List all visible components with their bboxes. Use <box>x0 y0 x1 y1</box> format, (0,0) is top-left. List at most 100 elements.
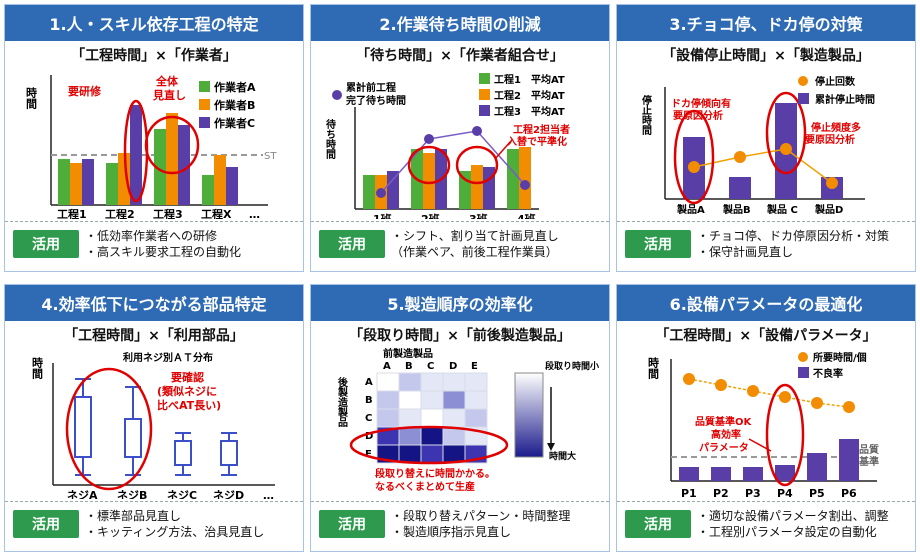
tick-label: 3班 <box>469 212 488 219</box>
panel-title: 2.作業待ち時間の削減 <box>311 5 609 41</box>
annotation: 要確認 <box>171 370 204 384</box>
panel-3: 3.チョコ停、ドカ停の対策 「設備停止時間」×「製造製品」 停止時間 停止回数 … <box>616 4 916 272</box>
annotation: 要原因分析 <box>805 133 855 146</box>
bar <box>166 113 178 205</box>
panel-title: 4.効率低下につながる部品特定 <box>5 285 303 321</box>
col-label: D <box>449 361 457 372</box>
legend-label: 累計停止時間 <box>815 93 875 106</box>
usage-item: ・キッティング方法、治具見直し <box>85 525 265 539</box>
annotation: (類似ネジに <box>157 384 217 398</box>
tick-label: P5 <box>809 487 825 499</box>
heatmap-cell <box>464 372 488 392</box>
annotation: 比べAT長い) <box>157 398 221 412</box>
legend-label: 停止回数 <box>815 75 856 88</box>
usage-section: 活用 ・シフト、割り当て計画見直し （作業ペア、前後工程作業員） <box>311 221 609 274</box>
annotation: 見直し <box>152 88 186 102</box>
row-label: A <box>365 377 373 388</box>
chart-1: 時間 ST 要研修 全体 見直し 作業者A 作業者B 作業者C 工程1 工程2 … <box>25 74 278 219</box>
tick-label: … <box>249 208 260 219</box>
tick-label: 製品B <box>722 203 751 216</box>
heatmap-cell <box>376 408 400 428</box>
tick-label: 2班 <box>421 212 440 219</box>
row-label: E <box>365 449 372 460</box>
heatmap-cell <box>398 444 422 464</box>
legend-label: 作業者A <box>214 80 256 94</box>
heatmap-side-label: 後製造製品 <box>336 376 349 428</box>
heatmap-cell <box>398 426 422 446</box>
annotation: 要研修 <box>68 84 102 98</box>
usage-section: 活用 ・段取り替えパターン・時間整理 ・製造順序指示見直し <box>311 501 609 554</box>
tick-label: 製品 C <box>766 203 798 216</box>
y-axis-label: 時間 <box>647 356 660 380</box>
panel-title: 3.チョコ停、ドカ停の対策 <box>617 5 915 41</box>
usage-button[interactable]: 活用 <box>13 230 79 258</box>
row-label: D <box>365 431 373 442</box>
annotation: 高効率 <box>711 428 741 441</box>
usage-button[interactable]: 活用 <box>625 510 691 538</box>
y-axis-label: 停止時間 <box>640 94 652 136</box>
usage-item: ・保守計画見直し <box>697 245 794 259</box>
panel-subtitle: 「段取り時間」×「前後製造製品」 <box>349 328 571 344</box>
y-axis-label: 時間 <box>31 356 44 380</box>
heatmap-cell <box>420 444 444 464</box>
bar <box>118 153 130 205</box>
heatmap-cell <box>420 372 444 392</box>
annotation: ドカ停傾向有 <box>671 97 731 110</box>
heatmap-cell <box>420 408 444 428</box>
tick-label: 製品D <box>814 203 843 216</box>
chart-title: 利用ネジ別ＡＴ分布 <box>123 351 213 364</box>
legend-label: 累計前工程 <box>346 81 396 94</box>
tick-label: ネジA <box>67 489 98 499</box>
legend-label: 不良率 <box>813 367 843 380</box>
tick-label: P2 <box>713 487 729 499</box>
scale-low-label: 時間大 <box>549 450 576 462</box>
usage-button[interactable]: 活用 <box>13 510 79 538</box>
annotation: なるべくまとめて生産 <box>375 480 475 493</box>
col-label: A <box>383 361 391 372</box>
heatmap-cell <box>376 372 400 392</box>
usage-item: ・シフト、割り当て計画見直し <box>391 229 559 243</box>
legend-label: 完了待ち時間 <box>346 94 406 107</box>
usage-button[interactable]: 活用 <box>625 230 691 258</box>
chart-4: 時間 利用ネジ別ＡＴ分布 要確認 (類似ネジに 比べAT長い) ネジA ネジB … <box>31 351 275 499</box>
row-label: C <box>365 413 372 424</box>
annotation: 停止頻度多 <box>811 121 861 134</box>
usage-item: ・低効率作業者への研修 <box>85 229 218 243</box>
bar <box>154 129 166 205</box>
legend-label: 作業者B <box>214 98 255 112</box>
panel-title: 6.設備パラメータの最適化 <box>617 285 915 321</box>
heatmap-top-label: 前製造製品 <box>383 347 433 360</box>
heatmap-cell <box>464 408 488 428</box>
chart-2: 待ち時間 累計前工程 完了待ち時間 工程1 平均AT 工程2 平均AT 工程3 … <box>324 73 570 219</box>
y-axis-label: 時間 <box>25 86 38 110</box>
heatmap-cell <box>464 390 488 410</box>
tick-label: P3 <box>745 487 761 499</box>
usage-section: 活用 ・標準部品見直し ・キッティング方法、治具見直し <box>5 501 303 554</box>
highlight-ellipse <box>144 115 200 175</box>
bar <box>106 163 118 205</box>
panel-subtitle: 「待ち時間」×「作業者組合せ」 <box>356 48 564 64</box>
usage-button[interactable]: 活用 <box>319 510 385 538</box>
bar <box>82 159 94 205</box>
tick-label: P1 <box>681 487 697 499</box>
heatmap-cell <box>376 390 400 410</box>
legend-label: 工程2 平均AT <box>494 89 565 102</box>
usage-item: ・チョコ停、ドカ停原因分析・対策 <box>697 229 890 243</box>
usage-button[interactable]: 活用 <box>319 230 385 258</box>
heatmap-cell <box>442 390 466 410</box>
bar <box>202 175 214 205</box>
tick-label: ネジC <box>167 489 197 499</box>
usage-item: ・段取り替えパターン・時間整理 <box>391 509 571 523</box>
annotation: 要原因分析 <box>673 109 723 122</box>
panel-subtitle: 「工程時間」×「設備パラメータ」 <box>655 328 877 344</box>
usage-section: 活用 ・チョコ停、ドカ停原因分析・対策 ・保守計画見直し <box>617 221 915 274</box>
y-axis-label: 待ち時間 <box>324 118 336 160</box>
panel-title: 5.製造順序の効率化 <box>311 285 609 321</box>
tick-label: … <box>263 489 274 499</box>
tick-label: ネジB <box>117 489 147 499</box>
heatmap-cell <box>420 426 444 446</box>
bar <box>130 105 142 205</box>
heatmap-cell <box>398 390 422 410</box>
bar <box>214 155 226 205</box>
annotation: パラメータ <box>699 442 749 454</box>
